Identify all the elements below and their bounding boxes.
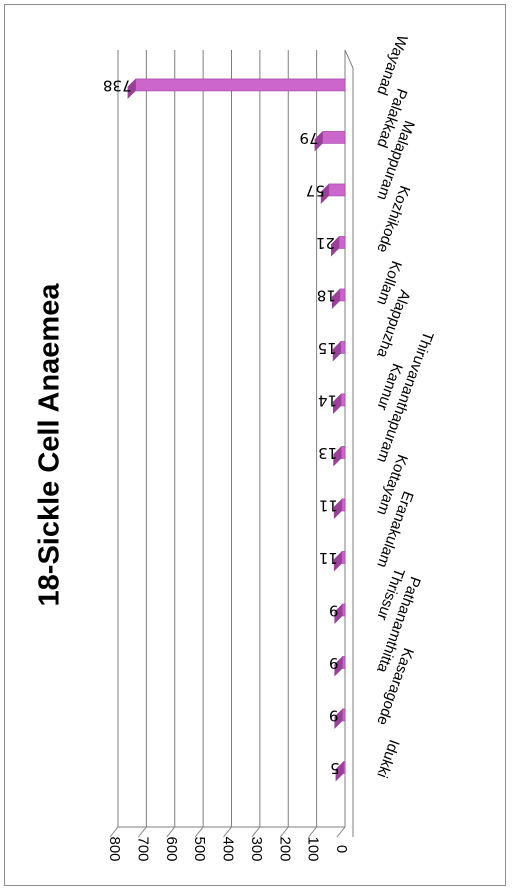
bar-end-cap: [334, 656, 343, 677]
bar-front-face: [342, 708, 346, 722]
bar-front-face: [342, 603, 346, 617]
bar-thrissur: [333, 603, 346, 624]
gridline-floor: [137, 826, 147, 838]
value-axis-tick: 200: [276, 836, 293, 861]
bar-end-cap: [333, 394, 342, 414]
value-axis-tick: 300: [248, 836, 265, 861]
value-axis-tick: 600: [163, 836, 180, 861]
value-label: 11: [319, 549, 338, 567]
bar-front-face: [328, 183, 346, 197]
bar-kollam: [331, 288, 346, 309]
value-axis-tick: 100: [305, 836, 322, 861]
gridline-floor: [336, 826, 346, 838]
wall-edge: [344, 49, 354, 69]
value-label: 18: [317, 287, 336, 305]
gridline-floor: [166, 826, 176, 838]
gridline-floor: [194, 826, 204, 838]
chart-title: 18-Sickle Cell Anaemea: [34, 283, 66, 607]
value-label: 13: [318, 444, 337, 462]
bar-end-cap: [332, 341, 341, 362]
gridline-floor: [308, 826, 318, 838]
value-label: 21: [316, 234, 335, 252]
bar-kannur: [332, 393, 346, 414]
value-label: 15: [318, 339, 337, 357]
bar-front-face: [338, 236, 346, 249]
bar-alappuzha: [332, 341, 346, 362]
gridlines: [109, 49, 354, 838]
value-label: 14: [318, 392, 337, 410]
value-label: 79: [299, 129, 318, 147]
bar-kasaragode: [333, 708, 346, 729]
bar-front-face: [340, 341, 346, 354]
bar-kozhikode: [330, 236, 346, 257]
bar-end-cap: [333, 499, 342, 519]
category-label: Wayanad: [373, 33, 410, 98]
bar-end-cap: [333, 551, 342, 572]
bar-end-cap: [334, 604, 343, 624]
value-label: 9: [329, 654, 339, 672]
chart-frame: 0 100 200 300 400 500 600 700 800 738 Wayanad 79 Pal…: [4, 4, 506, 886]
value-label: 57: [306, 182, 325, 200]
bar-end-cap: [331, 236, 340, 257]
gridline-floor: [223, 826, 232, 838]
bar-front-face: [342, 656, 346, 669]
bar-front-face: [343, 761, 346, 774]
bar-thiruvananthapuram: [332, 446, 346, 467]
value-label: 738: [103, 77, 132, 95]
bar-malappuram: [320, 183, 346, 204]
value-axis-tick: 700: [134, 836, 151, 861]
bar-eranakulam: [333, 551, 346, 572]
bar-wayanad: [126, 78, 346, 99]
bar-end-cap: [320, 184, 329, 204]
value-label: 9: [329, 707, 339, 725]
bar-end-cap: [331, 289, 340, 309]
bar-palakkad: [313, 131, 346, 152]
bar-end-cap: [335, 761, 344, 782]
bar-front-face: [135, 78, 346, 92]
bar-end-cap: [334, 709, 343, 729]
bar-kottayam: [333, 498, 346, 519]
value-axis-tick: 800: [106, 836, 123, 861]
bar-pathanamthitta: [333, 656, 346, 677]
bar-front-face: [341, 551, 346, 564]
bar-front-face: [322, 131, 346, 144]
category-label: Idukki: [373, 737, 402, 780]
bar-front-face: [341, 498, 346, 512]
bar-idukki: [334, 761, 346, 782]
value-label: 11: [319, 497, 338, 515]
value-axis-tick: 0: [333, 845, 350, 853]
value-axis-tick: 500: [191, 836, 208, 861]
value-axis-tick: 400: [220, 836, 237, 861]
bar-front-face: [339, 288, 346, 302]
bar-end-cap: [333, 446, 342, 467]
bar-end-cap: [314, 131, 323, 152]
value-label: 5: [330, 759, 340, 777]
bar-front-face: [341, 446, 346, 459]
value-label: 9: [329, 602, 339, 620]
bars: [126, 78, 346, 782]
bar-end-cap: [127, 79, 136, 99]
bar-front-face: [340, 393, 346, 407]
gridline-floor: [279, 826, 289, 838]
gridline-floor: [251, 826, 261, 838]
gridline-floor: [109, 826, 119, 838]
